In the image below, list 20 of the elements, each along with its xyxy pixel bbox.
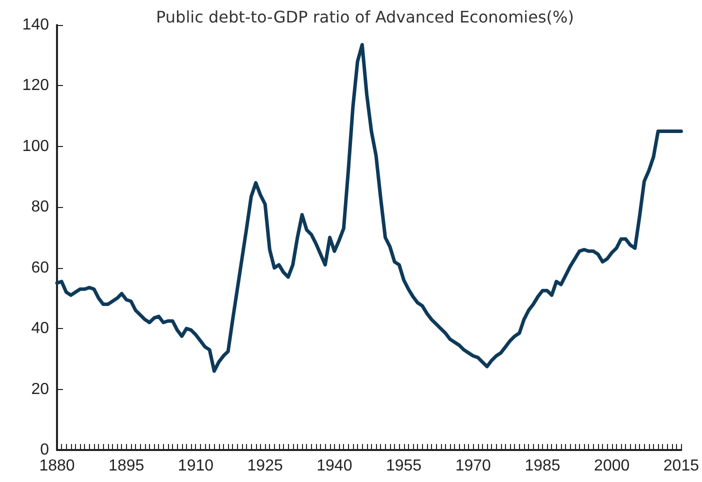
y-tick-label: 100: [22, 138, 50, 155]
x-tick-label: 1940: [316, 458, 352, 474]
x-tick-label: 1880: [39, 458, 75, 474]
y-tick-label: 0: [40, 442, 50, 458]
x-tick-label: 1985: [524, 458, 560, 474]
y-tick-label: 40: [31, 320, 50, 338]
x-tick-label: 2000: [594, 458, 630, 474]
y-tick-label: 80: [31, 198, 50, 216]
y-tick-label: 120: [22, 77, 50, 94]
x-tick-label: 1955: [386, 458, 422, 474]
y-tick-label: 140: [22, 16, 50, 34]
y-tick-label: 60: [31, 259, 50, 276]
x-tick-label: 1895: [108, 458, 144, 474]
y-tick-label: 20: [31, 380, 50, 398]
x-tick-label: 1970: [455, 458, 492, 474]
x-tick-label: 1910: [178, 458, 214, 474]
x-tick-label: 2015: [663, 458, 700, 474]
x-tick-label: 1925: [247, 458, 283, 474]
chart-title: Public debt-to-GDP ratio of Advanced Economies(%): [156, 8, 574, 26]
line-series: [55, 42, 683, 373]
